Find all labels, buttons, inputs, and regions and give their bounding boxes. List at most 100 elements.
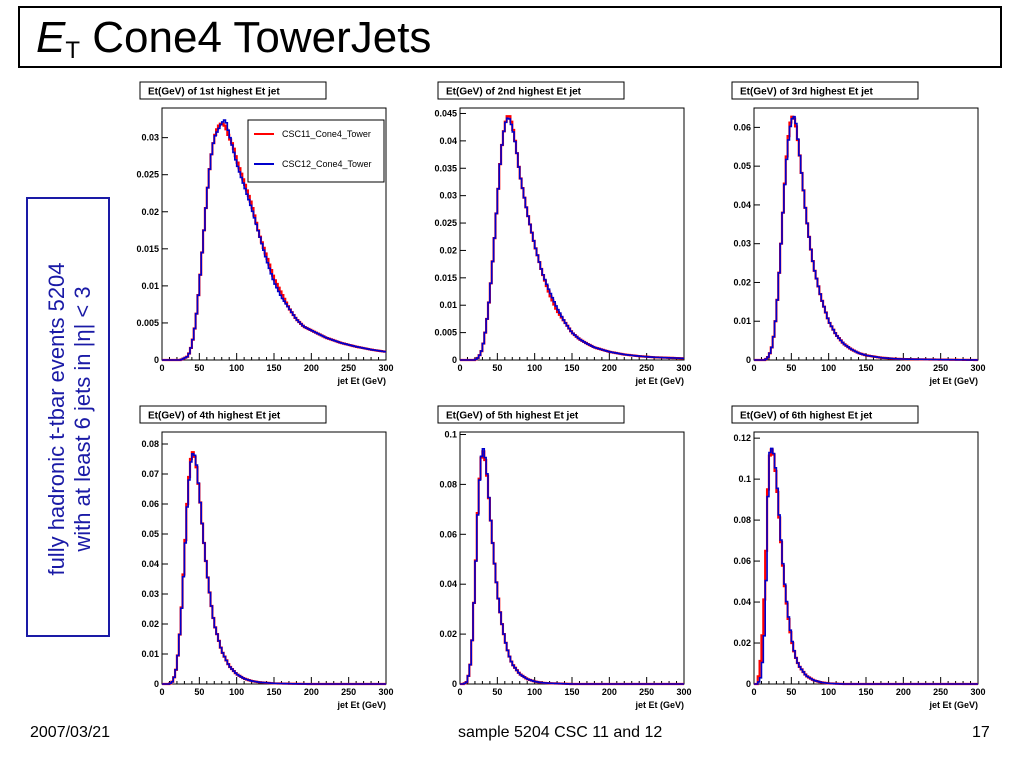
x-tick-label: 200 xyxy=(602,363,617,373)
y-tick-label: 0.04 xyxy=(733,597,751,607)
y-tick-label: 0.025 xyxy=(136,170,159,180)
y-tick-label: 0.005 xyxy=(136,318,159,328)
x-tick-label: 50 xyxy=(786,363,796,373)
y-tick-label: 0.03 xyxy=(439,191,457,201)
x-tick-label: 100 xyxy=(527,363,542,373)
x-tick-label: 50 xyxy=(786,687,796,697)
plot-frame xyxy=(459,107,685,361)
y-tick-label: 0.04 xyxy=(439,579,457,589)
x-tick-label: 250 xyxy=(933,363,948,373)
x-tick-label: 300 xyxy=(676,687,691,697)
y-tick-label: 0 xyxy=(452,355,457,365)
x-axis-label: jet Et (GeV) xyxy=(336,700,386,710)
chart-title-box xyxy=(139,405,327,424)
x-tick-label: 200 xyxy=(304,363,319,373)
x-tick-label: 150 xyxy=(266,363,281,373)
chart-title: Et(GeV) of 6th highest Et jet xyxy=(740,411,873,422)
x-tick-label: 300 xyxy=(676,363,691,373)
histogram-panel-jet5: Et(GeV) of 5th highest Et jet 0 0.02 0.04 0.… xyxy=(437,405,692,710)
x-tick-label: 150 xyxy=(564,363,579,373)
y-tick-label: 0.06 xyxy=(733,556,751,566)
chart-title: Et(GeV) of 4th highest Et jet xyxy=(148,411,281,422)
y-tick-label: 0.12 xyxy=(733,433,751,443)
x-tick-label: 100 xyxy=(229,363,244,373)
title-et-subscript: T xyxy=(65,37,81,64)
y-tick-label: 0.05 xyxy=(733,161,751,171)
chart-title-box xyxy=(731,81,919,100)
y-tick-label: 0.01 xyxy=(733,316,751,326)
footer-page-number: 17 xyxy=(972,724,990,741)
y-tick-label: 0.1 xyxy=(738,474,751,484)
x-tick-label: 200 xyxy=(602,687,617,697)
x-tick-label: 300 xyxy=(970,363,985,373)
x-tick-label: 50 xyxy=(194,687,204,697)
x-tick-label: 100 xyxy=(821,363,836,373)
x-tick-label: 250 xyxy=(341,687,356,697)
plot-frame xyxy=(753,431,979,685)
x-tick-label: 250 xyxy=(639,687,654,697)
histogram-series-csc12 xyxy=(162,452,386,685)
histogram-panel-jet3: Et(GeV) of 3rd highest Et jet 0 0.01 0.02 0.… xyxy=(731,81,986,386)
y-tick-label: 0.08 xyxy=(733,515,751,525)
x-tick-label: 0 xyxy=(457,687,462,697)
y-tick-label: 0.025 xyxy=(434,218,457,228)
x-tick-label: 250 xyxy=(341,363,356,373)
x-tick-label: 50 xyxy=(492,687,502,697)
legend-label-csc11: CSC11_Cone4_Tower xyxy=(282,129,371,139)
y-tick-label: 0.01 xyxy=(439,300,457,310)
histogram-series-csc12 xyxy=(460,448,684,685)
y-tick-label: 0.02 xyxy=(439,245,457,255)
y-tick-label: 0.02 xyxy=(733,277,751,287)
y-tick-label: 0 xyxy=(154,355,159,365)
y-tick-label: 0.04 xyxy=(439,136,457,146)
histogram-series-csc12 xyxy=(460,117,684,361)
histogram-series-csc12 xyxy=(162,119,386,361)
chart-title-box xyxy=(437,81,625,100)
y-tick-label: 0.01 xyxy=(141,649,159,659)
x-axis-label: jet Et (GeV) xyxy=(634,700,684,710)
histogram-panel-jet2: Et(GeV) of 2nd highest Et jet 0 0.005 0.01 0… xyxy=(434,81,692,386)
legend-label-csc12: CSC12_Cone4_Tower xyxy=(282,159,372,169)
slide-title-box: ET Cone4 TowerJets xyxy=(18,6,1002,68)
plot-frame xyxy=(459,431,685,685)
y-tick-label: 0.015 xyxy=(136,244,159,254)
x-tick-label: 200 xyxy=(896,687,911,697)
sample-description: fully hadronic t-tbar events 5204 with a… xyxy=(44,201,96,637)
y-tick-label: 0.04 xyxy=(141,559,159,569)
y-tick-label: 0.005 xyxy=(434,328,457,338)
plot-frame xyxy=(753,107,979,361)
y-tick-label: 0.02 xyxy=(141,207,159,217)
y-tick-label: 0.03 xyxy=(141,589,159,599)
chart-title: Et(GeV) of 3rd highest Et jet xyxy=(740,87,873,98)
y-tick-label: 0.08 xyxy=(439,479,457,489)
x-tick-label: 0 xyxy=(457,363,462,373)
y-tick-label: 0.07 xyxy=(141,469,159,479)
y-tick-label: 0.05 xyxy=(141,529,159,539)
x-tick-label: 50 xyxy=(492,363,502,373)
y-tick-label: 0.1 xyxy=(444,429,457,439)
histogram-panel-jet4: Et(GeV) of 4th highest Et jet 0 0.01 0.02 0.… xyxy=(139,405,394,710)
x-axis-label: jet Et (GeV) xyxy=(634,376,684,386)
x-tick-label: 0 xyxy=(159,363,164,373)
x-tick-label: 100 xyxy=(821,687,836,697)
y-tick-label: 0.04 xyxy=(733,200,751,210)
x-tick-label: 0 xyxy=(751,363,756,373)
histogram-series-csc12 xyxy=(754,115,978,361)
y-tick-label: 0.03 xyxy=(733,239,751,249)
chart-title-box xyxy=(139,81,327,100)
y-tick-label: 0.035 xyxy=(434,163,457,173)
x-tick-label: 300 xyxy=(378,363,393,373)
histogram-panel-jet1: Et(GeV) of 1st highest Et jet 0 0.005 0.01 0… xyxy=(136,81,394,386)
y-tick-label: 0 xyxy=(746,355,751,365)
chart-title: Et(GeV) of 1st highest Et jet xyxy=(148,87,280,98)
y-tick-label: 0.06 xyxy=(439,529,457,539)
y-tick-label: 0.015 xyxy=(434,273,457,283)
chart-title: Et(GeV) of 5th highest Et jet xyxy=(446,411,579,422)
y-tick-label: 0.02 xyxy=(733,638,751,648)
title-text: Cone4 TowerJets xyxy=(92,13,432,62)
x-tick-label: 150 xyxy=(858,363,873,373)
x-tick-label: 300 xyxy=(970,687,985,697)
x-tick-label: 150 xyxy=(266,687,281,697)
footer-date: 2007/03/21 xyxy=(30,724,111,741)
histogram-panel-jet6: Et(GeV) of 6th highest Et jet 0 0.02 0.04 0.… xyxy=(731,405,986,710)
